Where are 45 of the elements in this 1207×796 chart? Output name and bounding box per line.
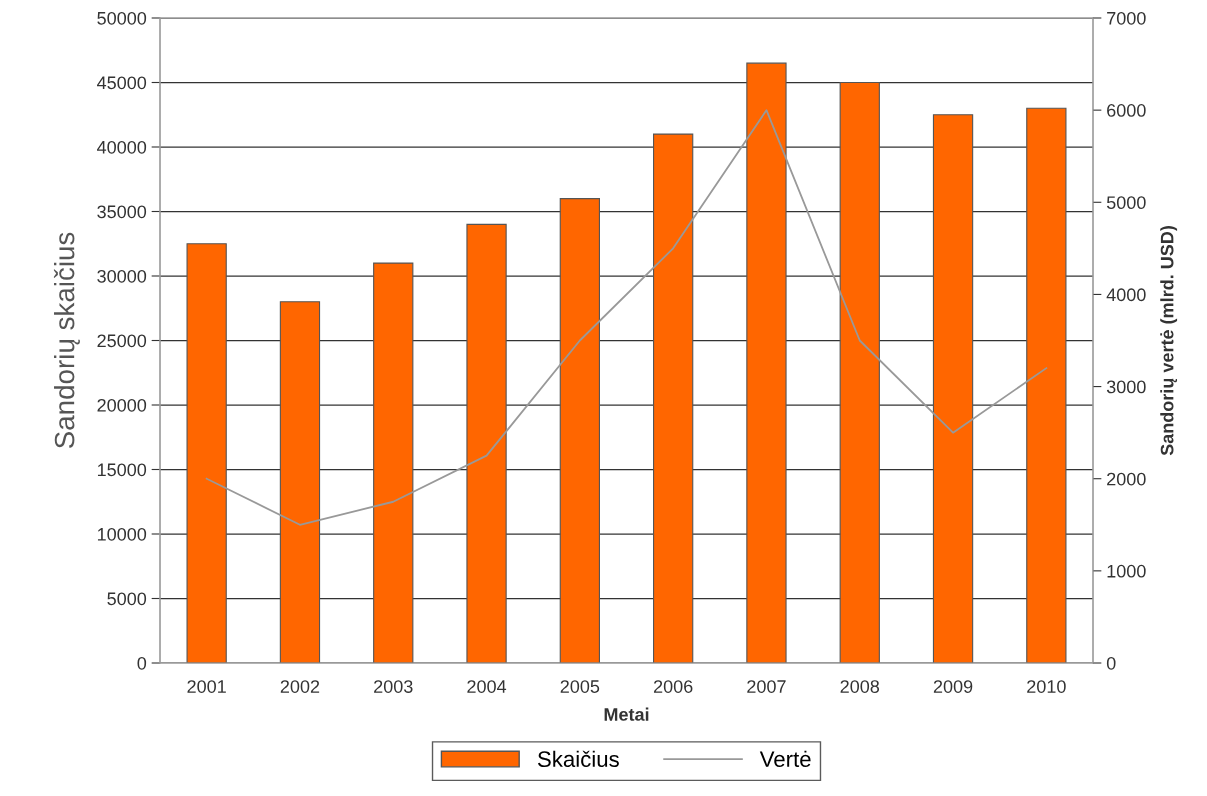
y-tick-label: 40000 — [97, 140, 147, 154]
y2-tick-label: 6000 — [1107, 104, 1146, 117]
bar — [1026, 107, 1067, 663]
y2-tick-label: 1000 — [1107, 564, 1146, 578]
bar — [653, 133, 694, 663]
bar — [186, 243, 227, 663]
y-tick-label: 45000 — [97, 76, 147, 90]
x-tick-label: 2001 — [187, 680, 226, 693]
x-tick-label: 2009 — [933, 680, 973, 693]
line-series — [205, 109, 1048, 526]
y-tick-label: 25000 — [97, 334, 147, 348]
y-tick-label: 10000 — [97, 527, 147, 541]
y2-tick-label: 4000 — [1106, 288, 1146, 302]
x-axis-title: Metai — [604, 707, 649, 721]
y-tick-label: 0 — [137, 656, 147, 670]
bar — [466, 223, 507, 663]
bar — [279, 301, 321, 663]
x-tick-label: 2007 — [747, 680, 786, 693]
x-tick-label: 2005 — [560, 680, 600, 693]
y-tick-label: 50000 — [97, 11, 147, 25]
bar — [746, 62, 787, 663]
x-tick-label: 2004 — [467, 680, 507, 693]
legend-label: Skaičius — [537, 750, 619, 768]
y-tick-label: 30000 — [97, 269, 147, 283]
x-tick-label: 2003 — [374, 680, 413, 693]
y2-axis-title: Sandorių vertė (mlrd. USD) — [1160, 226, 1178, 456]
y-tick-label: 35000 — [97, 205, 147, 219]
x-tick-label: 2002 — [280, 680, 320, 693]
y-tick-label: 20000 — [97, 398, 147, 412]
y2-tick-label: 7000 — [1107, 11, 1146, 25]
y2-tick-label: 3000 — [1106, 380, 1146, 394]
y-tick-label: 15000 — [97, 463, 147, 477]
x-tick-label: 2008 — [840, 680, 880, 693]
y2-tick-label: 2000 — [1107, 472, 1146, 486]
bar — [839, 81, 880, 663]
x-tick-label: 2006 — [653, 680, 693, 693]
bar — [373, 262, 414, 663]
x-tick-label: 2010 — [1027, 680, 1066, 693]
bar — [559, 198, 600, 663]
y-tick-label: 5000 — [107, 592, 147, 606]
y2-tick-label: 0 — [1106, 656, 1116, 670]
y-axis-title: Sandorių skaičius — [53, 232, 80, 449]
legend-label: Vertė — [759, 750, 811, 768]
bar — [932, 114, 974, 663]
y2-tick-label: 5000 — [1106, 196, 1146, 210]
